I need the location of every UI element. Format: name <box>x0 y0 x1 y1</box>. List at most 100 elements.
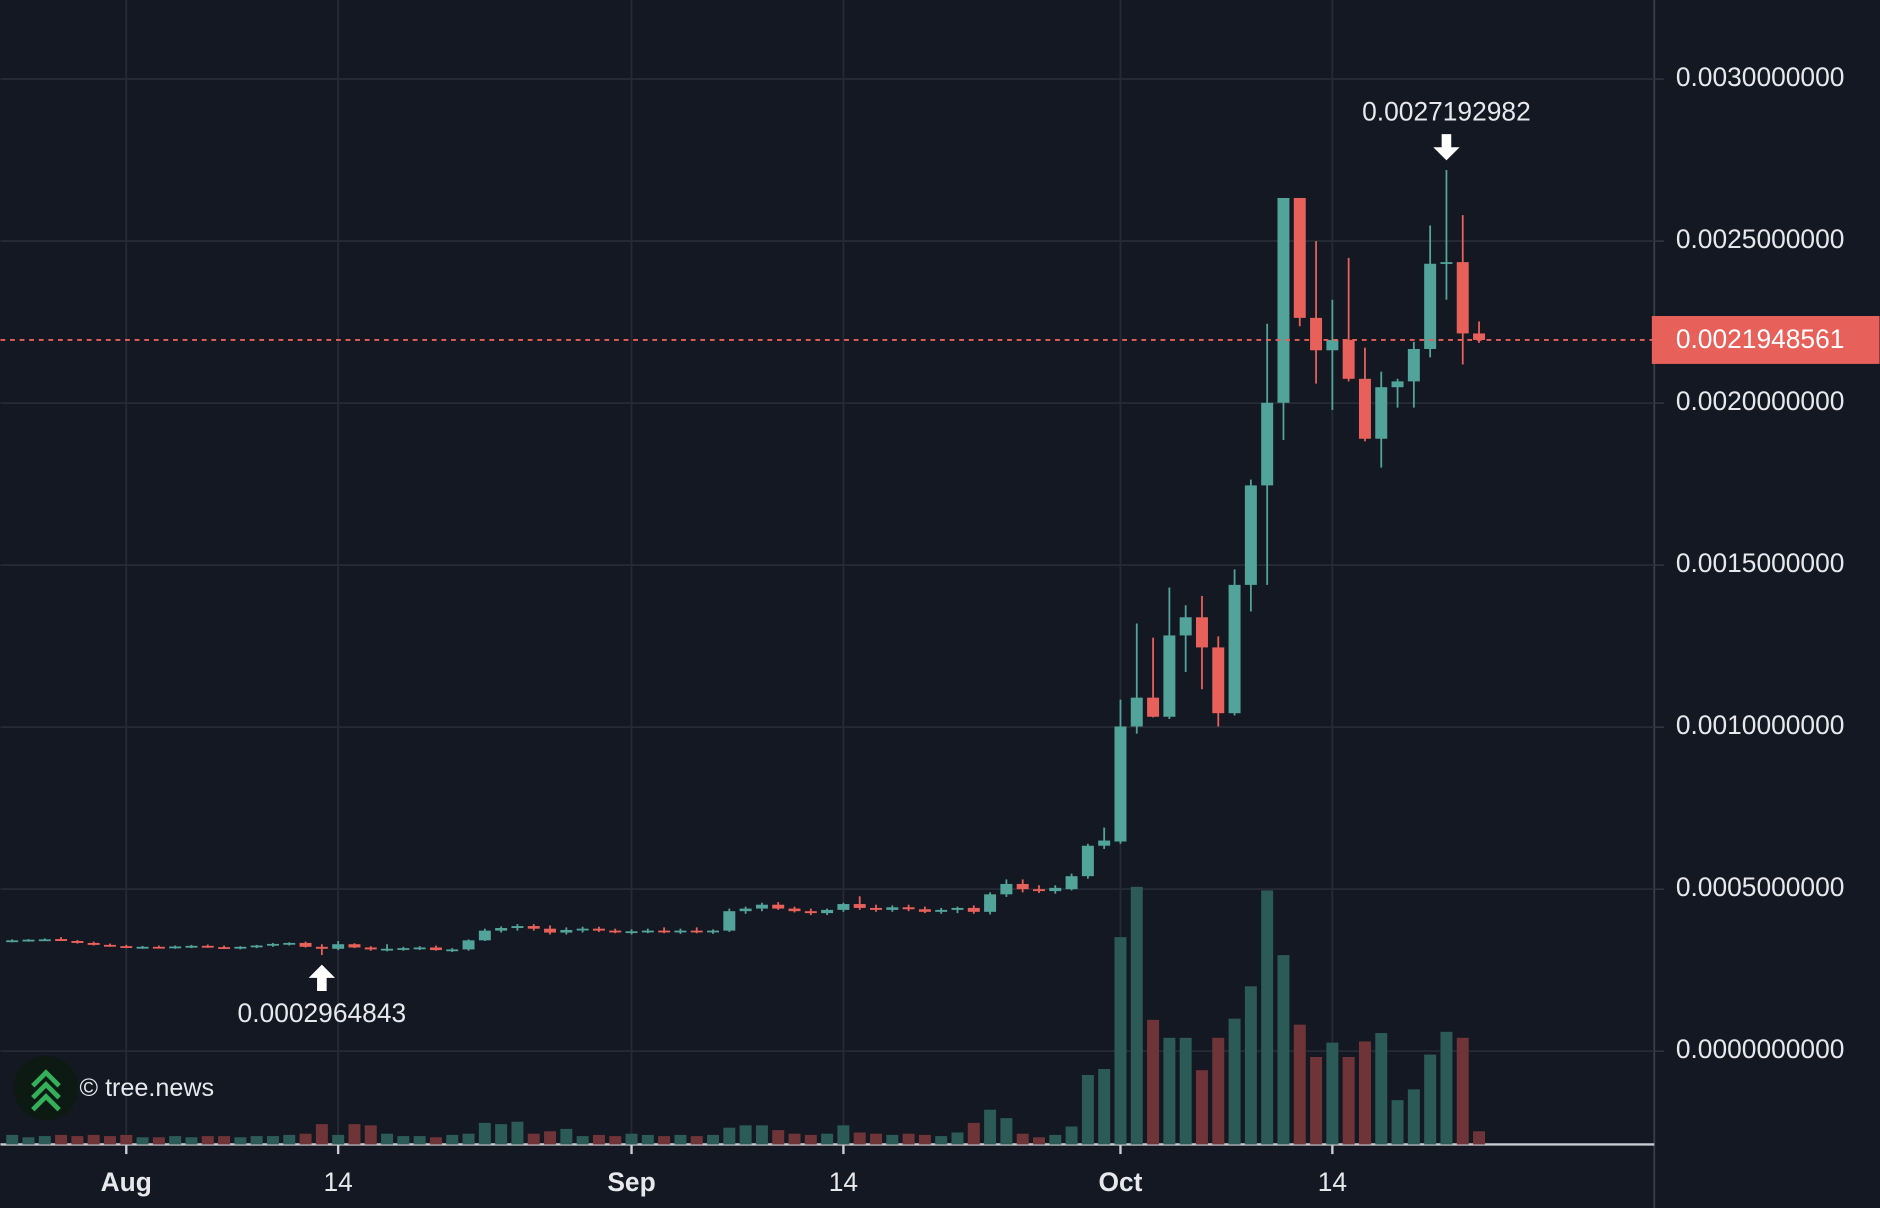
candle-body <box>381 948 394 951</box>
candle-body <box>55 939 68 941</box>
candle-body <box>71 940 84 943</box>
volume-bar <box>1130 886 1143 1145</box>
volume-bar <box>169 1136 182 1145</box>
candle-body <box>658 930 671 933</box>
volume-bar <box>185 1137 198 1145</box>
volume-bar <box>1244 986 1257 1145</box>
volume-bar <box>1049 1134 1062 1145</box>
volume-bar <box>87 1134 100 1145</box>
candle-body <box>772 904 785 909</box>
y-tick-label: 0.0020000000 <box>1676 386 1845 416</box>
x-tick-label: Aug <box>101 1167 152 1197</box>
last-price-box <box>1651 315 1880 364</box>
x-tick-label: Sep <box>607 1167 655 1197</box>
volume-bar <box>788 1133 801 1145</box>
candle-body <box>1424 263 1437 349</box>
volume-bar <box>935 1136 948 1145</box>
candle-body <box>87 942 100 945</box>
volume-bar <box>870 1133 882 1145</box>
candle-body <box>935 909 948 912</box>
candle-body <box>1114 726 1127 842</box>
candle-body <box>429 947 442 951</box>
watermark: © tree.news <box>13 1055 215 1121</box>
volume-bar <box>364 1125 377 1145</box>
candle-body <box>315 946 328 949</box>
candle-body <box>6 940 19 943</box>
candle-layer <box>6 170 1486 956</box>
volume-bar <box>478 1122 491 1145</box>
candle-body <box>853 904 866 908</box>
candle-body <box>185 945 198 948</box>
candle-body <box>609 930 622 933</box>
candle-body <box>38 939 51 942</box>
candle-body <box>250 945 263 948</box>
candle-body <box>1179 617 1192 636</box>
candle-body <box>1098 840 1111 846</box>
candle-body <box>1147 697 1160 717</box>
watermark-text: © tree.news <box>80 1074 215 1102</box>
volume-bar <box>446 1134 459 1145</box>
candle-body <box>1326 339 1339 351</box>
volume-bar <box>1310 1057 1323 1145</box>
volume-bar <box>1114 937 1127 1145</box>
volume-bar <box>1098 1068 1111 1145</box>
volume-bar <box>690 1136 703 1145</box>
volume-bar <box>821 1133 834 1145</box>
candle-body <box>1163 635 1176 717</box>
volume-bar <box>1261 890 1274 1145</box>
candle-body <box>1065 876 1078 890</box>
candle-body <box>1130 697 1143 727</box>
volume-bar <box>1342 1057 1355 1145</box>
volume-bar <box>592 1134 605 1145</box>
volume-bar <box>218 1136 231 1145</box>
volume-bar <box>152 1137 165 1145</box>
logo <box>13 1055 79 1121</box>
x-tick-label: 14 <box>1318 1167 1347 1197</box>
candle-body <box>1473 333 1486 340</box>
candle-body <box>1293 197 1306 318</box>
candle-body <box>707 930 720 933</box>
volume-bar <box>772 1130 785 1145</box>
candle-body <box>413 947 426 950</box>
volume-bar <box>201 1136 214 1145</box>
volume-bar <box>462 1133 475 1145</box>
candle-body <box>576 928 589 931</box>
volume-bar <box>527 1133 540 1145</box>
volume-layer <box>6 886 1486 1145</box>
candle-body <box>739 908 752 912</box>
volume-bar <box>1195 1070 1208 1145</box>
volume-bar <box>22 1137 35 1145</box>
volume-bar <box>38 1136 51 1145</box>
candle-body <box>951 907 964 910</box>
candle-body <box>870 907 882 910</box>
candle-body <box>641 930 654 933</box>
volume-bar <box>429 1137 442 1145</box>
candle-body <box>1310 317 1323 351</box>
volume-bar <box>1016 1133 1029 1145</box>
annotation-label: 0.0002964843 <box>238 998 407 1028</box>
candle-body <box>592 928 605 931</box>
candle-body <box>1261 402 1274 486</box>
y-tick-label: 0.0000000000 <box>1676 1034 1845 1064</box>
volume-bar <box>1424 1054 1437 1145</box>
volume-bar <box>55 1134 68 1145</box>
volume-bar <box>755 1125 768 1145</box>
volume-bar <box>918 1134 931 1145</box>
candle-body <box>821 909 834 914</box>
volume-bar <box>1179 1037 1192 1145</box>
candle-body <box>1081 845 1094 877</box>
candle-body <box>1032 889 1045 892</box>
volume-bar <box>1212 1037 1225 1145</box>
candle-body <box>527 926 540 929</box>
candle-body <box>1016 883 1029 890</box>
candle-body <box>120 946 133 948</box>
x-tick-label: 14 <box>829 1167 858 1197</box>
candle-body <box>560 929 573 933</box>
candle-body <box>234 946 247 949</box>
volume-bar <box>136 1137 149 1145</box>
volume-bar <box>1147 1019 1160 1145</box>
volume-bar <box>397 1136 410 1145</box>
